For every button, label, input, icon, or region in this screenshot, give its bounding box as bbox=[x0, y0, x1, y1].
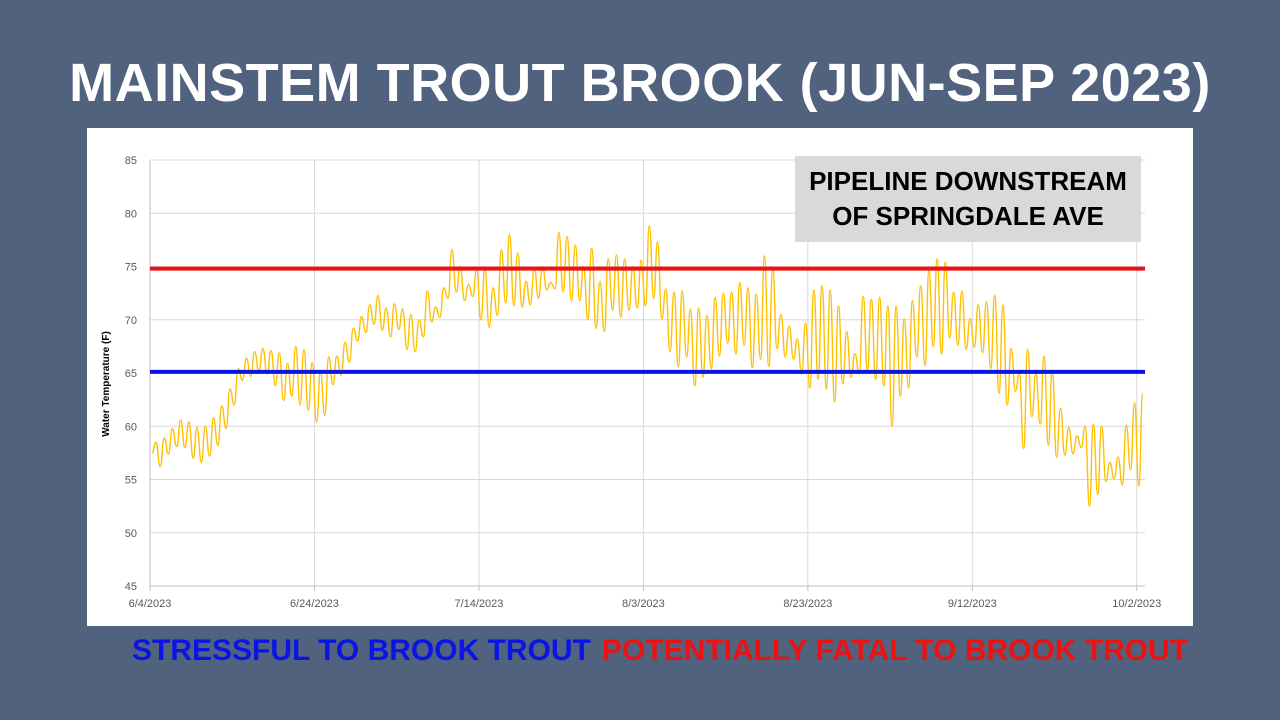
temperature-chart: 45 50 55 60 65 70 75 80 85 6/4/2023 6/24/2023 7/14… bbox=[101, 155, 1162, 610]
y-tick-label: 50 bbox=[125, 528, 137, 540]
site-label-line1: PIPELINE DOWNSTREAM bbox=[809, 166, 1127, 196]
x-tick-label: 9/12/2023 bbox=[948, 598, 997, 610]
water-temperature-series-line bbox=[151, 225, 1144, 507]
series-layer bbox=[151, 225, 1144, 507]
x-tick-label: 10/2/2023 bbox=[1112, 598, 1161, 610]
y-tick-label: 45 bbox=[125, 581, 137, 593]
y-tick-label: 55 bbox=[125, 475, 137, 487]
y-tick-labels: 45 50 55 60 65 70 75 80 85 bbox=[125, 155, 137, 593]
y-tick-label: 60 bbox=[125, 421, 137, 433]
x-tick-label: 8/23/2023 bbox=[783, 598, 832, 610]
site-label-box: PIPELINE DOWNSTREAM OF SPRINGDALE AVE bbox=[795, 156, 1141, 242]
y-tick-label: 80 bbox=[125, 208, 137, 220]
legend-stressful: STRESSFUL TO BROOK TROUT bbox=[132, 634, 591, 667]
chart-panel: 45 50 55 60 65 70 75 80 85 6/4/2023 6/24/2023 7/14… bbox=[87, 128, 1193, 626]
slide-title: MAINSTEM TROUT BROOK (JUN-SEP 2023) bbox=[69, 53, 1211, 113]
x-tick-label: 6/4/2023 bbox=[129, 598, 172, 610]
site-label-line2: OF SPRINGDALE AVE bbox=[832, 201, 1104, 231]
y-tick-label: 65 bbox=[125, 368, 137, 380]
x-tick-label: 6/24/2023 bbox=[290, 598, 339, 610]
legend-fatal: POTENTIALLY FATAL TO BROOK TROUT bbox=[602, 634, 1189, 667]
y-axis-title: Water Temperature (F) bbox=[101, 331, 112, 437]
y-tick-label: 75 bbox=[125, 262, 137, 274]
x-tick-labels: 6/4/2023 6/24/2023 7/14/2023 8/3/2023 8/23/2… bbox=[129, 598, 1162, 610]
y-tick-label: 70 bbox=[125, 315, 137, 327]
x-tick-label: 7/14/2023 bbox=[454, 598, 503, 610]
y-tick-label: 85 bbox=[125, 155, 137, 167]
x-tick-label: 8/3/2023 bbox=[622, 598, 665, 610]
